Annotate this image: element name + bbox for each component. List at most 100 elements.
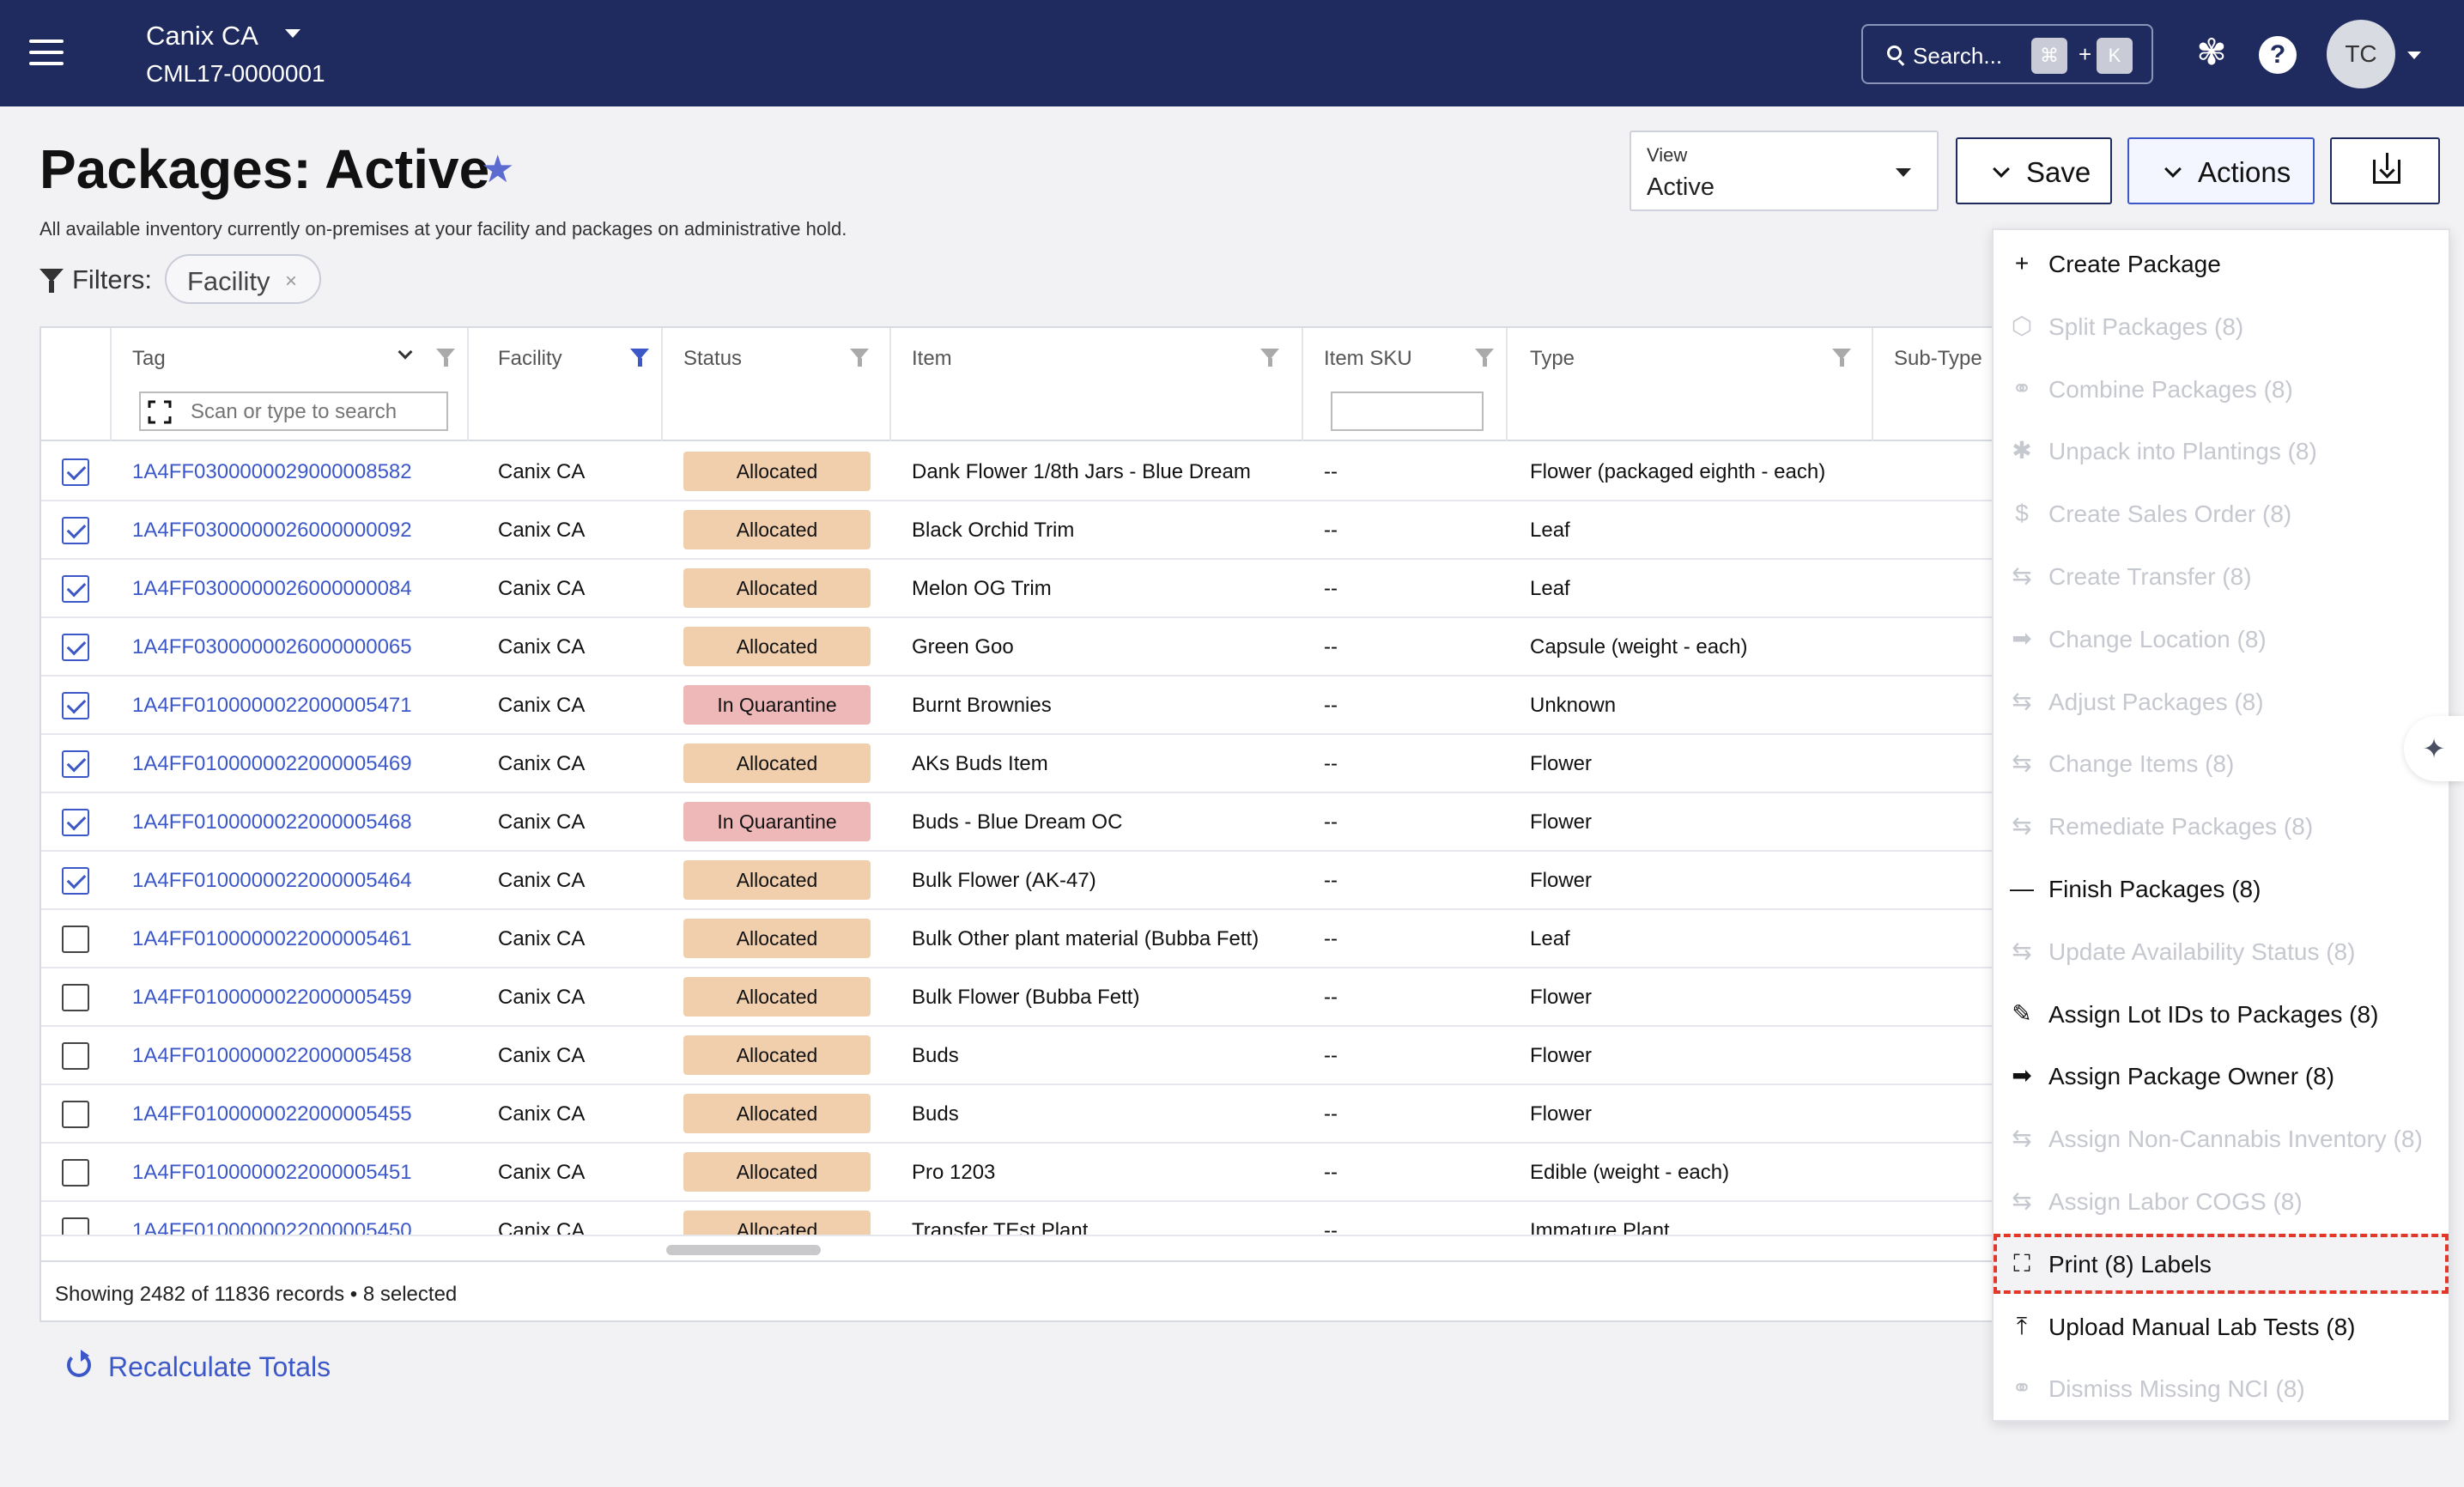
actions-menu: + Create Package ⬡ Split Packages (8) ⚭ Combi…	[1992, 228, 2450, 1422]
dollar-icon: $	[2015, 500, 2029, 527]
tag-link[interactable]: 1A4FF0300000029000008582	[132, 460, 412, 483]
row-checkbox[interactable]	[62, 750, 89, 778]
org-switcher-caret-icon[interactable]	[285, 29, 300, 38]
filter-chip-facility[interactable]: Facility ×	[165, 254, 321, 304]
menu-item-finish-packages[interactable]: — Finish Packages (8)	[1994, 859, 2449, 919]
shortcut-cmd-key: ⌘	[2031, 38, 2067, 74]
type-cell: Leaf	[1530, 519, 1570, 542]
arrow-right-icon: ➡	[2012, 624, 2032, 652]
tag-link[interactable]: 1A4FF0100000022000005471	[132, 694, 412, 717]
table-row[interactable]: 1A4FF0300000026000000092 Canix CA Allocate…	[41, 501, 1995, 560]
table-row[interactable]: 1A4FF0100000022000005459 Canix CA Allocate…	[41, 968, 1995, 1027]
transfer-icon: ⇆	[2012, 1187, 2032, 1214]
page-title: Packages: Active	[39, 138, 490, 200]
table-row[interactable]: 1A4FF0100000022000005469 Canix CA Allocate…	[41, 735, 1995, 793]
table-row[interactable]: 1A4FF0300000029000008582 Canix CA Allocate…	[41, 443, 1995, 501]
table-row[interactable]: 1A4FF0100000022000005455 Canix CA Allocate…	[41, 1085, 1995, 1144]
save-button-label: Save	[2026, 156, 2091, 188]
tag-search-input[interactable]	[191, 398, 440, 426]
table-row[interactable]: 1A4FF0100000022000005468 Canix CA In Quara…	[41, 793, 1995, 852]
column-header-facility[interactable]: Facility	[498, 347, 562, 370]
column-header-type[interactable]: Type	[1530, 347, 1575, 370]
column-header-sub-type[interactable]: Sub-Type	[1894, 347, 1982, 370]
tag-link[interactable]: 1A4FF0100000022000005451	[132, 1161, 412, 1184]
tag-link[interactable]: 1A4FF0300000026000000065	[132, 635, 412, 659]
item-cell: Buds	[912, 1102, 959, 1126]
table-row[interactable]: 1A4FF0100000022000005461 Canix CA Allocate…	[41, 910, 1995, 968]
row-checkbox[interactable]	[62, 984, 89, 1011]
row-checkbox[interactable]	[62, 692, 89, 719]
scrollbar-thumb[interactable]	[666, 1245, 821, 1255]
row-checkbox[interactable]	[62, 1042, 89, 1070]
status-badge: Allocated	[683, 860, 871, 900]
row-checkbox[interactable]	[62, 1101, 89, 1128]
tag-search-field[interactable]	[139, 391, 448, 431]
tag-link[interactable]: 1A4FF0100000022000005459	[132, 986, 412, 1009]
gift-icon[interactable]: ✾	[2196, 32, 2227, 72]
status-filter-icon[interactable]	[850, 349, 869, 367]
type-filter-icon[interactable]	[1832, 349, 1851, 367]
column-divider	[889, 328, 891, 441]
table-row[interactable]: 1A4FF0300000026000000084 Canix CA Allocate…	[41, 560, 1995, 618]
tag-link[interactable]: 1A4FF0300000026000000084	[132, 577, 412, 600]
upload-icon: ⤒	[2016, 1312, 2028, 1339]
tag-link[interactable]: 1A4FF0100000022000005455	[132, 1102, 412, 1126]
menu-item-upload-manual-lab-tests[interactable]: ⤒ Upload Manual Lab Tests (8)	[1994, 1296, 2449, 1357]
column-header-status[interactable]: Status	[683, 347, 743, 370]
table-row[interactable]: 1A4FF0300000026000000065 Canix CA Allocate…	[41, 618, 1995, 677]
favorite-star-icon[interactable]: ★	[481, 149, 515, 191]
sku-filter-icon[interactable]	[1475, 349, 1494, 367]
remove-filter-icon[interactable]: ×	[285, 270, 298, 293]
menu-item-print-labels[interactable]: ⛶ Print (8) Labels	[1994, 1233, 2449, 1294]
export-button[interactable]	[2330, 137, 2440, 204]
tag-link[interactable]: 1A4FF0100000022000005469	[132, 752, 412, 775]
menu-item-create-package[interactable]: + Create Package	[1994, 234, 2449, 294]
table-row[interactable]: 1A4FF0100000022000005464 Canix CA Allocate…	[41, 852, 1995, 910]
menu-item-assign-lot-ids-to-packages[interactable]: ✎ Assign Lot IDs to Packages (8)	[1994, 984, 2449, 1044]
row-checkbox[interactable]	[62, 1159, 89, 1187]
org-name[interactable]: Canix CA	[146, 21, 258, 51]
chevron-down-icon	[1993, 161, 2010, 178]
horizontal-scrollbar[interactable]	[41, 1235, 1995, 1260]
help-icon[interactable]: ?	[2259, 36, 2297, 74]
tag-link[interactable]: 1A4FF0100000022000005468	[132, 810, 412, 834]
column-header-tag[interactable]: Tag	[132, 347, 166, 370]
menu-item-label: Adjust Packages (8)	[2048, 688, 2264, 715]
tag-link[interactable]: 1A4FF0100000022000005464	[132, 869, 412, 892]
item-cell: Bulk Flower (AK-47)	[912, 869, 1096, 892]
sku-search-field[interactable]	[1331, 391, 1484, 431]
avatar[interactable]: TC	[2327, 20, 2395, 88]
row-checkbox[interactable]	[62, 458, 89, 486]
facility-filter-icon[interactable]	[630, 349, 649, 367]
account-menu-caret-icon[interactable]	[2407, 52, 2421, 59]
menu-item-combine-packages: ⚭ Combine Packages (8)	[1994, 359, 2449, 419]
table-row[interactable]: 1A4FF0100000022000005451 Canix CA Allocate…	[41, 1144, 1995, 1202]
sparkle-assistant-icon[interactable]: ✦	[2404, 716, 2464, 781]
row-checkbox[interactable]	[62, 926, 89, 953]
item-filter-icon[interactable]	[1260, 349, 1279, 367]
row-checkbox[interactable]	[62, 867, 89, 895]
global-search[interactable]: Search... ⌘ + K	[1861, 24, 2153, 84]
menu-item-label: Change Items (8)	[2048, 750, 2235, 778]
row-checkbox[interactable]	[62, 809, 89, 836]
column-header-item[interactable]: Item	[912, 347, 952, 370]
table-row[interactable]: 1A4FF0100000022000005458 Canix CA Allocate…	[41, 1027, 1995, 1085]
save-button[interactable]: Save	[1956, 137, 2112, 204]
row-checkbox[interactable]	[62, 575, 89, 603]
row-checkbox[interactable]	[62, 517, 89, 544]
view-select[interactable]: View Active	[1630, 130, 1939, 211]
table-row[interactable]: 1A4FF0100000022000005471 Canix CA In Quara…	[41, 677, 1995, 735]
menu-item-label: Print (8) Labels	[2048, 1250, 2212, 1278]
actions-button[interactable]: Actions	[2127, 137, 2315, 204]
sku-cell: --	[1324, 927, 1338, 950]
tag-filter-icon[interactable]	[436, 349, 455, 367]
tag-link[interactable]: 1A4FF0300000026000000092	[132, 519, 412, 542]
tag-link[interactable]: 1A4FF0100000022000005461	[132, 927, 412, 950]
hamburger-menu-icon[interactable]	[29, 39, 64, 65]
shortcut-k-key: K	[2097, 38, 2133, 74]
row-checkbox[interactable]	[62, 634, 89, 661]
sort-chevron-icon[interactable]	[398, 344, 413, 360]
menu-item-assign-package-owner[interactable]: ➡ Assign Package Owner (8)	[1994, 1046, 2449, 1106]
tag-link[interactable]: 1A4FF0100000022000005458	[132, 1044, 412, 1067]
column-header-item-sku[interactable]: Item SKU	[1324, 347, 1412, 370]
